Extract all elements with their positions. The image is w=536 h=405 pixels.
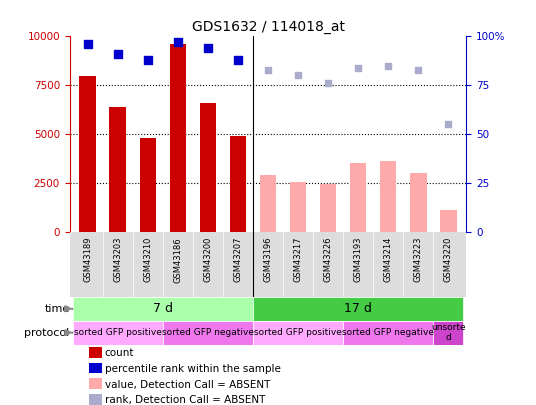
Point — [414, 66, 422, 73]
Bar — [199, 103, 216, 232]
Text: GSM43200: GSM43200 — [203, 237, 212, 282]
Bar — [380, 162, 397, 232]
Text: GSM43210: GSM43210 — [143, 237, 152, 282]
Point — [384, 62, 392, 69]
Text: GSM43203: GSM43203 — [113, 237, 122, 282]
Point — [264, 66, 272, 73]
Bar — [253, 297, 463, 321]
Bar — [73, 321, 163, 345]
Bar — [89, 347, 102, 358]
Text: sorted GFP negative: sorted GFP negative — [342, 328, 434, 337]
Bar — [290, 182, 306, 232]
Bar — [109, 107, 126, 232]
Text: time: time — [44, 304, 70, 314]
Text: value, Detection Call = ABSENT: value, Detection Call = ABSENT — [105, 379, 270, 390]
Text: sorted GFP positive: sorted GFP positive — [254, 328, 342, 337]
Text: protocol: protocol — [25, 328, 70, 338]
Text: sorted GFP negative: sorted GFP negative — [162, 328, 254, 337]
Point — [144, 57, 152, 63]
Bar — [89, 394, 102, 405]
Bar — [440, 210, 457, 232]
Bar — [79, 75, 96, 232]
Bar — [253, 321, 343, 345]
Bar — [89, 378, 102, 389]
Text: rank, Detection Call = ABSENT: rank, Detection Call = ABSENT — [105, 395, 265, 405]
Text: GSM43189: GSM43189 — [83, 237, 92, 282]
Text: GSM43207: GSM43207 — [234, 237, 242, 282]
Bar — [139, 138, 156, 232]
Point — [324, 80, 332, 87]
Point — [174, 39, 182, 45]
Bar — [73, 297, 253, 321]
Point — [354, 64, 362, 71]
Text: count: count — [105, 348, 134, 358]
Text: GSM43226: GSM43226 — [324, 237, 333, 282]
Bar — [343, 321, 433, 345]
Point — [294, 71, 302, 78]
Bar — [163, 321, 253, 345]
Text: GSM43186: GSM43186 — [173, 237, 182, 283]
Bar — [230, 136, 246, 232]
Text: unsorte
d: unsorte d — [431, 323, 466, 342]
Point — [114, 51, 122, 57]
Bar — [89, 362, 102, 373]
Text: sorted GFP positive: sorted GFP positive — [74, 328, 162, 337]
Point — [234, 57, 242, 63]
Text: percentile rank within the sample: percentile rank within the sample — [105, 364, 280, 374]
Bar — [169, 44, 186, 232]
Text: 17 d: 17 d — [344, 302, 372, 315]
Text: 7 d: 7 d — [153, 302, 173, 315]
Text: GSM43217: GSM43217 — [294, 237, 302, 282]
Point — [204, 45, 212, 51]
Bar — [410, 173, 427, 232]
Text: GSM43193: GSM43193 — [354, 237, 363, 282]
Text: GSM43223: GSM43223 — [414, 237, 423, 282]
Bar — [260, 175, 276, 232]
Point — [444, 121, 452, 128]
Bar — [433, 321, 463, 345]
Title: GDS1632 / 114018_at: GDS1632 / 114018_at — [191, 20, 345, 34]
Text: GSM43220: GSM43220 — [444, 237, 453, 282]
Text: GSM43196: GSM43196 — [264, 237, 272, 282]
Point — [84, 41, 92, 47]
Text: GSM43214: GSM43214 — [384, 237, 393, 282]
Bar — [350, 163, 367, 232]
Bar — [320, 184, 337, 232]
